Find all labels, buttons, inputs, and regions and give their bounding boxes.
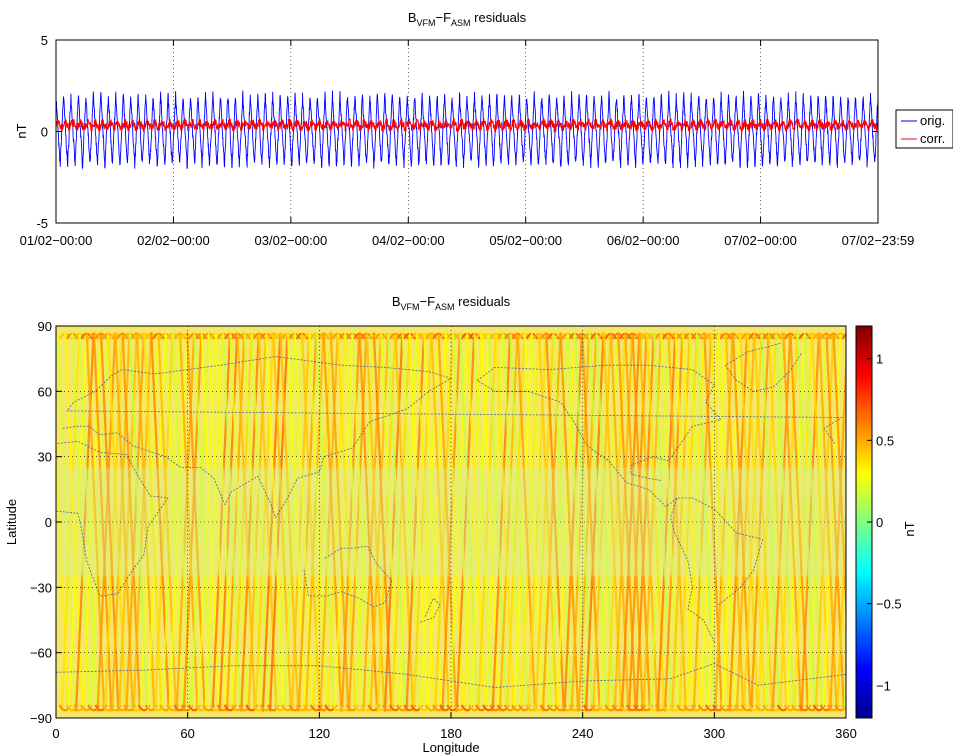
orbit-track [800, 332, 821, 712]
orbit-track [757, 332, 777, 712]
orbit-track [211, 332, 232, 712]
chart1-y-ticks: -5 0 5 [36, 33, 878, 231]
coastline [724, 343, 803, 392]
y-tick-label: 30 [38, 450, 52, 465]
x-tick-label: 03/02−00:00 [255, 233, 328, 248]
orbit-polar-arc [834, 332, 846, 340]
chart2-x-ticks: 0 60 120 180 240 300 360 [52, 712, 857, 741]
chart2-xlabel: Longitude [422, 740, 479, 755]
colorbar-ticks: 1 0.5 0 −0.5 −1 [867, 352, 902, 693]
x-tick-label: 120 [308, 726, 330, 741]
x-tick-label: 01/02−00:00 [20, 233, 93, 248]
y-tick-label: 90 [38, 319, 52, 334]
x-tick-label: 04/02−00:00 [372, 233, 445, 248]
orbit-track [369, 332, 390, 712]
y-tick-label: 60 [38, 384, 52, 399]
x-tick-label: 06/02−00:00 [607, 233, 680, 248]
orbit-polar-arc [841, 704, 846, 711]
x-tick-label: 300 [703, 726, 725, 741]
chart1-legend: orig. corr. [895, 109, 953, 149]
coastline [303, 545, 393, 608]
orbit-track [132, 332, 153, 712]
legend-orig-label: orig. [920, 113, 945, 128]
colorbar: 1 0.5 0 −0.5 −1 nT [855, 325, 917, 719]
chart2-grid [56, 326, 846, 718]
y-tick-label: 5 [41, 33, 48, 48]
orbit-track [721, 332, 742, 712]
colorbar-tick-label: 0 [876, 515, 883, 530]
coastline [476, 364, 722, 508]
chart2-ylabel: Latitude [4, 499, 19, 545]
orbit-polar-arc [841, 333, 846, 340]
timeseries-chart: BVFM−FASM residuals -5 0 5 01/02−00:00 02/0… [14, 10, 953, 248]
orbit-track [89, 332, 110, 712]
orbit-track [405, 332, 426, 712]
orbit-track [563, 332, 584, 712]
orbit-track [484, 332, 505, 712]
coastline [56, 440, 169, 597]
orbit-track [168, 332, 189, 712]
x-tick-label: 60 [180, 726, 194, 741]
orbit-track [520, 332, 540, 712]
x-tick-label: 02/02−00:00 [137, 233, 210, 248]
y-tick-label: 0 [41, 125, 48, 140]
colorbar-label: nT [902, 521, 917, 536]
colorbar-tick-label: −1 [876, 678, 891, 693]
x-tick-label: 0 [52, 726, 59, 741]
chart1-plot-area [56, 40, 878, 223]
orbit-track [247, 332, 268, 712]
colorbar-tick-label: 1 [876, 352, 883, 367]
x-tick-label: 240 [572, 726, 594, 741]
orbit-track [204, 332, 224, 712]
colorbar-tick-label: −0.5 [876, 597, 902, 612]
chart1-x-ticks: 01/02−00:00 02/02−00:00 03/02−00:00 04/02−0… [20, 40, 915, 248]
orbit-track [829, 346, 846, 712]
orbit-track [527, 332, 548, 712]
colorbar-tick-label: 0.5 [876, 433, 894, 448]
chart1-grid [173, 40, 761, 223]
y-tick-label: -5 [36, 216, 48, 231]
chart2-y-ticks: 90 60 30 0 −30 −60 −90 [30, 319, 62, 726]
orbit-track [685, 332, 706, 712]
orbit-track [448, 332, 469, 712]
y-tick-label: −90 [30, 711, 52, 726]
orbit-track [283, 332, 303, 712]
x-tick-label: 360 [835, 726, 857, 741]
chart2-title: BVFM−FASM residuals [392, 294, 511, 312]
chart1-title: BVFM−FASM residuals [408, 10, 527, 28]
x-tick-label: 180 [440, 726, 462, 741]
x-tick-label: 07/02−23:59 [842, 233, 915, 248]
series-corr-line [56, 117, 878, 134]
orbit-track [832, 332, 846, 626]
coastline [62, 356, 843, 519]
x-tick-label: 07/02−00:00 [724, 233, 797, 248]
chart1-ylabel: nT [14, 123, 29, 138]
x-tick-label: 05/02−00:00 [489, 233, 562, 248]
coastline [669, 497, 764, 642]
coastline [420, 597, 441, 623]
orbit-track [836, 501, 846, 712]
orbit-track [125, 332, 145, 712]
legend-corr-label: corr. [920, 131, 945, 146]
orbit-track [599, 332, 619, 712]
y-tick-label: 0 [45, 515, 52, 530]
orbit-track [764, 332, 785, 712]
y-tick-label: −60 [30, 646, 52, 661]
series-orig-line [56, 90, 878, 170]
legend-box [895, 109, 953, 149]
y-tick-label: −30 [30, 580, 52, 595]
coastlines [56, 343, 846, 688]
